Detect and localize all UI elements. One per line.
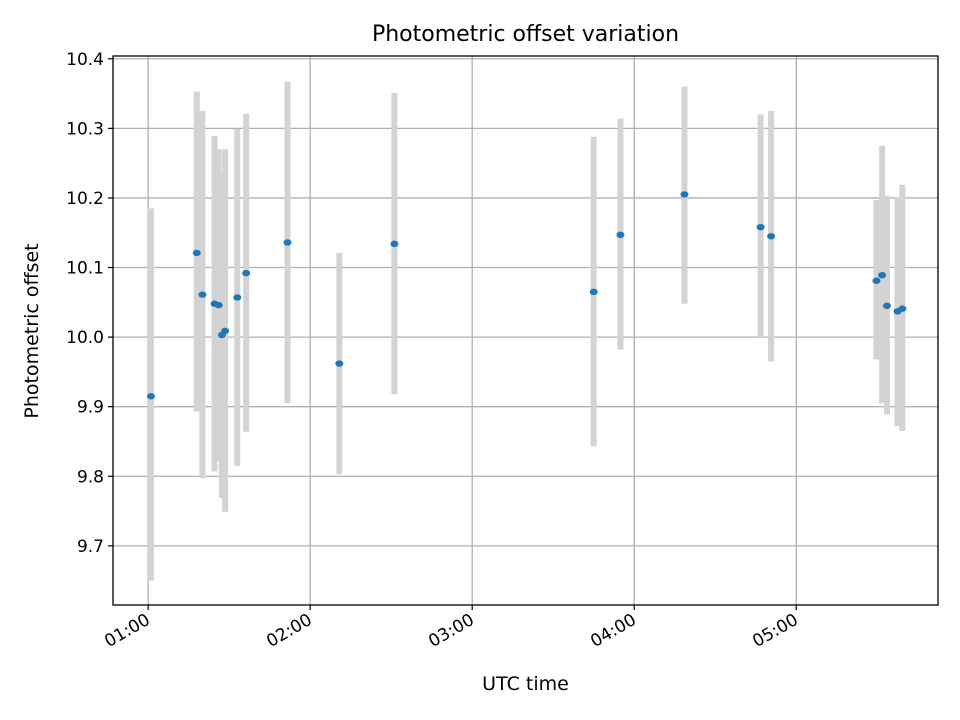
data-point	[335, 360, 344, 367]
y-tick-label: 9.8	[77, 467, 104, 487]
axes-frame	[112, 55, 939, 606]
x-axis-label: UTC time	[482, 673, 569, 695]
data-point	[221, 327, 230, 335]
data-point	[616, 231, 625, 239]
data-point	[767, 233, 776, 240]
x-tick-label: 02:00	[263, 610, 315, 652]
data-point	[882, 302, 891, 309]
error-bars	[147, 81, 906, 581]
y-tick-label: 10.0	[66, 328, 104, 348]
y-tick-label: 10.3	[66, 119, 104, 139]
data-point	[242, 269, 251, 277]
x-tick-label: 05:00	[749, 610, 801, 652]
data-point	[198, 291, 207, 298]
data-point	[878, 271, 887, 279]
data-point	[283, 239, 292, 246]
data-point	[146, 393, 155, 400]
data-points	[146, 191, 907, 400]
data-point	[872, 277, 881, 284]
data-point	[390, 240, 399, 248]
y-tick-label: 10.2	[66, 189, 104, 209]
data-point	[898, 305, 907, 312]
x-tick-label: 03:00	[425, 610, 477, 652]
y-tick-label: 9.9	[77, 398, 104, 418]
x-tick-label: 04:00	[587, 610, 639, 652]
x-tick-label: 01:00	[101, 610, 153, 652]
data-point	[680, 191, 689, 198]
y-tick-label: 10.1	[66, 259, 104, 279]
data-point	[756, 223, 765, 231]
data-point	[192, 249, 201, 257]
data-point	[589, 288, 598, 296]
data-point	[214, 301, 223, 309]
grid	[113, 56, 938, 605]
ticks: 9.7 9.8 9.9 10.0 10.1 10.2 10.3 10.4 01:00 02:00 0…	[66, 50, 802, 652]
y-tick-label: 10.4	[66, 50, 104, 70]
y-axis-label: Photometric offset	[21, 243, 43, 419]
y-tick-label: 9.7	[77, 537, 104, 557]
data-point	[233, 294, 242, 301]
chart-title: Photometric offset variation	[371, 22, 680, 47]
